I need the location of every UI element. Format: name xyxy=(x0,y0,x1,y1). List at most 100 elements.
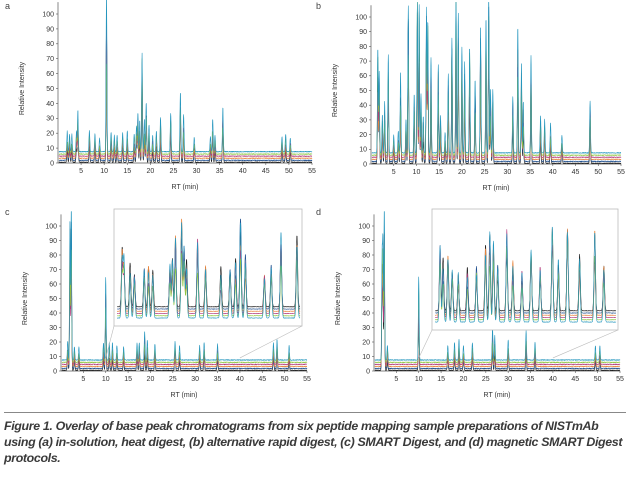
trace-6 xyxy=(371,1,622,154)
y-tick-label: 20 xyxy=(46,131,54,138)
x-tick-label: 55 xyxy=(308,168,316,175)
x-tick-label: 40 xyxy=(236,376,244,383)
x-tick-label: 50 xyxy=(594,376,602,383)
x-tick-label: 30 xyxy=(191,376,199,383)
x-tick-label: 15 xyxy=(123,168,131,175)
x-tick-label: 45 xyxy=(572,169,580,176)
trace-1 xyxy=(435,231,617,312)
y-tick-label: 100 xyxy=(355,14,367,21)
inset-chart xyxy=(434,226,617,323)
x-tick-label: 50 xyxy=(594,169,602,176)
y-tick-label: 30 xyxy=(46,116,54,123)
y-tick-label: 100 xyxy=(45,223,57,230)
y-tick-label: 50 xyxy=(49,296,57,303)
x-tick-label: 5 xyxy=(392,169,396,176)
y-tick-label: 60 xyxy=(49,281,57,288)
y-tick-label: 50 xyxy=(359,88,367,95)
x-tick-label: 25 xyxy=(481,169,489,176)
y-axis-label: Relative Intensity xyxy=(22,271,29,325)
y-tick-label: 0 xyxy=(366,368,370,375)
y-tick-label: 0 xyxy=(363,161,367,168)
caption-divider xyxy=(4,412,626,413)
y-tick-label: 90 xyxy=(359,29,367,36)
x-tick-label: 55 xyxy=(617,169,625,176)
x-tick-label: 40 xyxy=(239,168,247,175)
y-tick-label: 80 xyxy=(46,41,54,48)
x-tick-label: 20 xyxy=(147,376,155,383)
panel-label: a xyxy=(5,1,10,11)
y-tick-label: 80 xyxy=(359,44,367,51)
x-tick-label: 40 xyxy=(549,169,557,176)
chart-panel-b: b 0 10 20 30 40 50 60 70 80 90 100 5 10 15 20 25 30 35 40 45… xyxy=(316,1,625,192)
y-tick-label: 40 xyxy=(362,310,370,317)
trace-6 xyxy=(434,226,617,323)
y-tick-label: 40 xyxy=(46,101,54,108)
x-tick-label: 10 xyxy=(413,169,421,176)
x-axis-label: RT (min) xyxy=(483,185,510,192)
y-tick-label: 0 xyxy=(53,368,57,375)
y-tick-label: 80 xyxy=(49,252,57,259)
y-axis-label: Relative Intensity xyxy=(332,63,339,117)
x-tick-label: 5 xyxy=(81,376,85,383)
y-tick-label: 90 xyxy=(49,238,57,245)
x-tick-label: 30 xyxy=(193,168,201,175)
x-tick-label: 45 xyxy=(571,376,579,383)
x-tick-label: 30 xyxy=(504,376,512,383)
trace-5 xyxy=(58,58,313,155)
y-axis-label: Relative Intensity xyxy=(335,271,342,325)
figure-caption: Figure 1. Overlay of base peak chromatog… xyxy=(4,419,623,465)
y-tick-label: 20 xyxy=(49,339,57,346)
panel-label: c xyxy=(5,207,10,217)
trace-1 xyxy=(374,268,621,371)
chart-panel-c: c 0 10 20 30 40 50 60 70 80 90 100 5 10 15 20 25 30 35 40 45… xyxy=(5,207,311,399)
trace-2 xyxy=(435,229,617,314)
trace-1 xyxy=(58,23,313,163)
x-tick-label: 55 xyxy=(616,376,624,383)
y-tick-label: 10 xyxy=(46,146,54,153)
x-axis-label: RT (min) xyxy=(172,184,199,191)
trace-4 xyxy=(435,229,617,319)
panel-label: d xyxy=(316,207,321,217)
y-tick-label: 100 xyxy=(42,11,54,18)
trace-3 xyxy=(374,232,621,368)
x-tick-label: 25 xyxy=(169,376,177,383)
trace-2 xyxy=(374,234,621,370)
y-axis-label: Relative Intensity xyxy=(19,61,26,115)
y-tick-label: 100 xyxy=(358,223,370,230)
trace-6 xyxy=(61,211,308,361)
x-axis-label: RT (min) xyxy=(484,392,511,399)
x-tick-label: 45 xyxy=(262,168,270,175)
y-tick-label: 10 xyxy=(359,147,367,154)
y-tick-label: 80 xyxy=(362,252,370,259)
inset-guide-line xyxy=(552,329,619,359)
x-tick-label: 5 xyxy=(79,168,83,175)
x-tick-label: 10 xyxy=(100,168,108,175)
x-tick-label: 35 xyxy=(526,169,534,176)
y-tick-label: 60 xyxy=(362,281,370,288)
inset-guide-line xyxy=(418,329,433,359)
x-tick-label: 55 xyxy=(303,376,311,383)
trace-6 xyxy=(374,211,621,361)
y-tick-label: 70 xyxy=(49,267,57,274)
y-tick-label: 20 xyxy=(359,132,367,139)
y-tick-label: 0 xyxy=(50,160,54,167)
inset-chart xyxy=(116,218,301,319)
trace-6 xyxy=(116,222,301,319)
y-tick-label: 70 xyxy=(46,56,54,63)
trace-4 xyxy=(61,267,308,366)
x-axis-label: RT (min) xyxy=(171,392,198,399)
trace-2 xyxy=(61,221,308,370)
x-tick-label: 15 xyxy=(435,169,443,176)
trace-5 xyxy=(374,248,621,363)
y-tick-label: 30 xyxy=(362,325,370,332)
y-tick-label: 60 xyxy=(46,71,54,78)
inset-guide-line xyxy=(105,325,115,359)
y-tick-label: 70 xyxy=(362,267,370,274)
trace-3 xyxy=(58,37,313,159)
y-tick-label: 50 xyxy=(46,86,54,93)
x-tick-label: 45 xyxy=(258,376,266,383)
inset-box xyxy=(431,208,619,331)
x-tick-label: 35 xyxy=(214,376,222,383)
x-tick-label: 20 xyxy=(458,169,466,176)
